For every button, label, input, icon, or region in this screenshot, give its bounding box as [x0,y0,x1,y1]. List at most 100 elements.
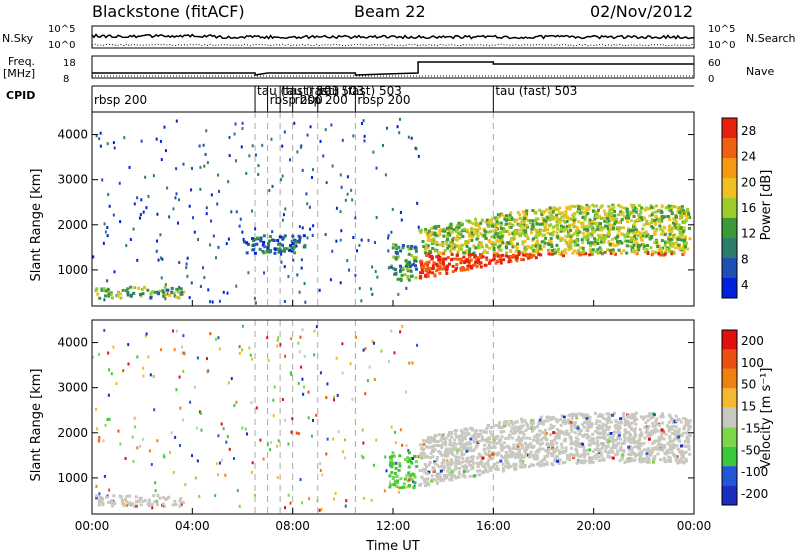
echo-cell [654,419,658,423]
echo-cell [454,268,457,272]
echo-cell [479,460,483,463]
echo-cell [313,329,316,333]
echo-cell [668,244,672,248]
echo-cell [255,242,259,246]
echo-cell [563,248,567,252]
echo-cell [527,256,530,260]
echo-cell [276,344,279,348]
echo-cell [385,469,388,473]
echo-cell [598,420,602,424]
echo-cell [371,292,374,296]
echo-cell [683,425,687,429]
echo-cell [504,464,508,468]
echo-cell [389,463,393,467]
echo-cell [175,329,178,333]
echo-cell [119,495,123,499]
echo-cell [633,427,637,431]
echo-cell [538,230,542,234]
echo-cell [467,253,471,257]
echo-cell [521,430,525,434]
echo-cell [669,415,673,419]
echo-cell [632,438,636,442]
echo-cell [279,343,282,347]
echo-cell [297,381,300,385]
echo-cell [464,434,468,438]
echo-cell [351,198,354,202]
echo-cell [660,214,664,218]
echo-cell [520,251,524,255]
echo-cell [616,233,620,237]
echo-cell [502,469,505,473]
echo-cell [682,242,686,246]
echo-cell [209,300,212,304]
echo-cell [111,296,114,300]
echo-cell [426,246,430,250]
echo-cell [416,201,419,205]
echo-cell [394,441,397,445]
echo-cell [408,478,412,482]
echo-cell [454,230,458,233]
echo-cell [425,477,429,481]
echo-cell [687,226,691,230]
echo-cell [397,468,401,472]
echo-cell [152,375,155,379]
echo-cell [626,460,630,464]
echo-cell [470,435,474,438]
echo-cell [523,217,526,221]
echo-cell [615,443,619,447]
echo-cell [499,225,503,229]
echo-cell [629,211,633,215]
echo-cell [414,256,418,259]
echo-cell [558,221,562,225]
echo-cell [442,252,446,256]
colorbar-cell [722,485,737,505]
echo-cell [464,469,468,473]
echo-cell [574,439,578,443]
echo-cell [330,123,333,127]
echo-cell [515,256,519,260]
echo-cell [195,426,198,430]
echo-cell [637,439,641,443]
cpid-label: rbsp 200 [270,93,323,107]
echo-cell [613,210,617,214]
echo-cell [360,299,363,303]
echo-cell [571,456,575,460]
echo-cell [545,228,549,232]
echo-cell [688,452,692,456]
echo-cell [438,233,442,237]
cpid-label: tau (fast) 503 [257,84,339,98]
echo-cell [298,350,301,354]
echo-cell [308,205,311,209]
echo-cell [409,247,413,250]
echo-cell [590,441,594,445]
echo-cell [238,345,241,349]
echo-cell [437,251,440,255]
echo-cell [677,435,681,439]
echo-cell [588,248,592,252]
echo-cell [312,168,315,172]
echo-cell [276,239,280,242]
echo-cell [677,246,681,250]
echo-cell [637,213,641,217]
echo-cell [96,427,99,431]
echo-cell [545,442,549,446]
echo-cell [394,243,398,247]
echo-cell [175,119,178,123]
echo-cell [437,465,441,469]
echo-cell [560,215,564,219]
echo-cell [520,420,524,424]
echo-cell [360,122,363,126]
echo-cell [141,499,144,503]
echo-cell [426,481,430,485]
echo-cell [172,207,175,211]
echo-cell [138,497,142,501]
echo-cell [449,458,453,462]
echo-cell [589,220,593,224]
echo-cell [109,501,113,505]
echo-cell [406,456,410,460]
echo-cell [451,264,455,268]
echo-cell [598,246,602,250]
echo-cell [602,417,606,421]
echo-cell [125,494,129,498]
echo-cell [387,360,390,364]
